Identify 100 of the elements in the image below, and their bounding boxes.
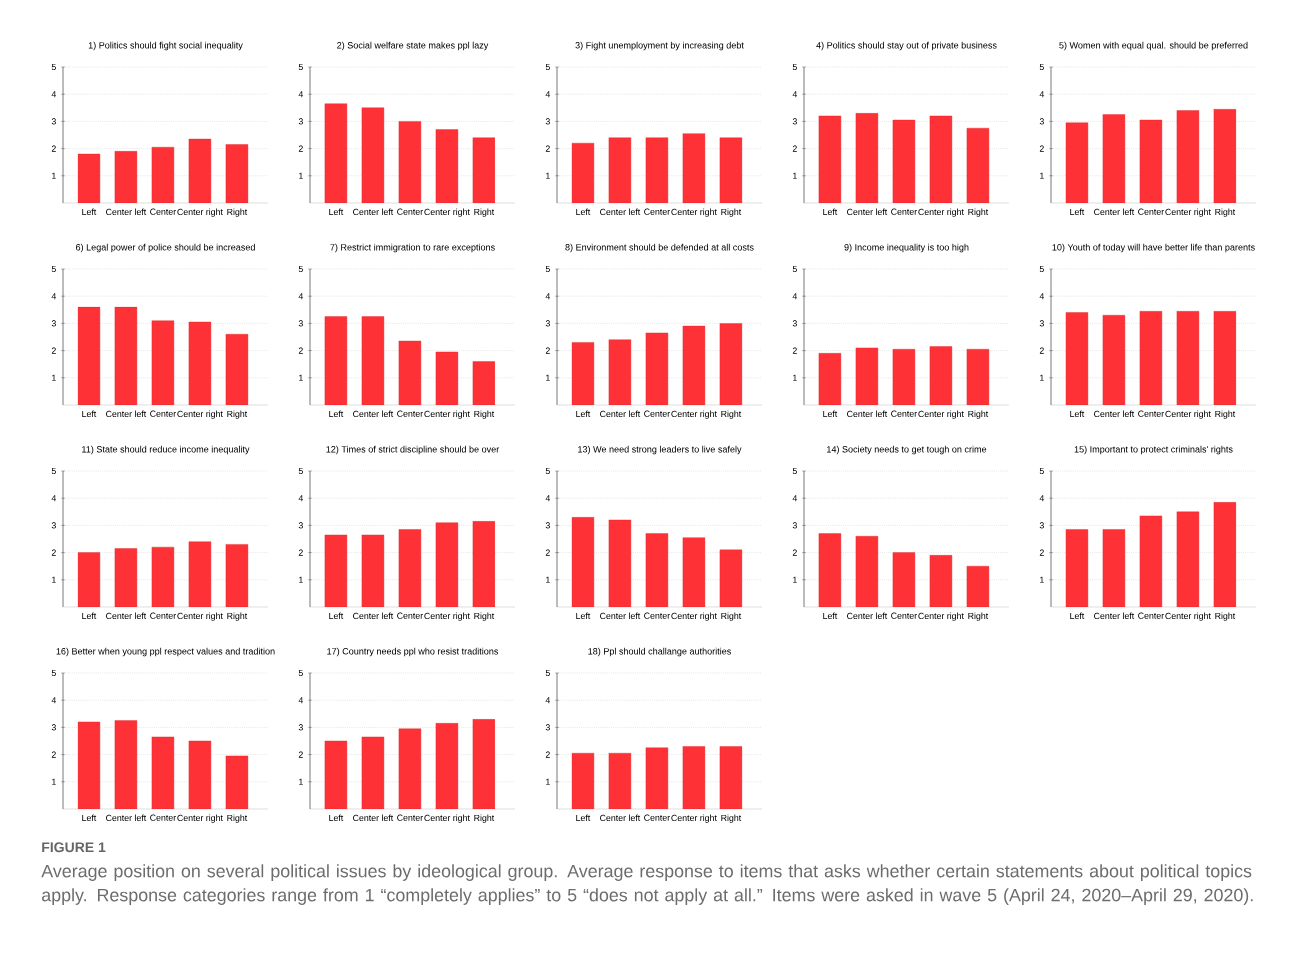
x-tick-label: Center left <box>600 814 641 822</box>
y-tick-label: 5 <box>298 669 303 677</box>
y-tick-label: 5 <box>51 265 56 273</box>
y-tick-label: 4 <box>792 495 798 502</box>
x-tick-label: Center left <box>106 814 147 822</box>
chart-title: 15) Important to protect criminals' rights <box>1074 445 1233 455</box>
chart-title: 13) We need strong leaders to live safely <box>578 445 742 455</box>
x-tick-label: Center right <box>424 410 470 419</box>
x-tick-label: Center right <box>424 612 470 621</box>
x-tick-label: Center left <box>353 814 394 822</box>
bar <box>225 544 249 607</box>
bar <box>77 153 101 203</box>
x-tick-label: Right <box>721 410 742 419</box>
bar <box>472 521 496 607</box>
x-tick-label: Right <box>1215 410 1236 419</box>
x-tick-label: Center <box>397 612 423 619</box>
x-tick-label: Center left <box>1094 410 1135 418</box>
y-tick-label: 3 <box>298 724 303 731</box>
y-tick-label: 3 <box>51 724 56 731</box>
bar <box>571 142 595 203</box>
x-tick-label: Right <box>968 208 989 217</box>
y-tick-label: 1 <box>299 576 303 583</box>
y-tick-label: 3 <box>51 522 56 529</box>
y-tick-label: 4 <box>1039 91 1045 98</box>
y-tick-label: 1 <box>793 576 797 583</box>
y-tick-label: 1 <box>52 576 56 583</box>
x-tick-label: Left <box>1070 410 1085 418</box>
y-tick-label: 2 <box>298 347 303 354</box>
x-tick-label: Center left <box>600 612 641 620</box>
bar <box>324 534 348 607</box>
y-tick-label: 1 <box>299 374 303 381</box>
x-tick-label: Left <box>823 208 838 216</box>
x-tick-label: Center <box>397 814 423 821</box>
x-tick-label: Center <box>150 814 176 821</box>
bar <box>1102 114 1126 203</box>
y-tick-label: 2 <box>51 549 56 556</box>
y-tick-label: 1 <box>1040 374 1044 381</box>
chart-title: 1) Politics should fight social inequality <box>88 41 243 51</box>
y-tick-label: 2 <box>1039 549 1044 556</box>
y-tick-label: 3 <box>545 724 550 731</box>
x-tick-label: Center left <box>106 612 147 620</box>
x-tick-label: Center right <box>918 208 964 217</box>
x-tick-label: Center <box>150 410 176 417</box>
y-tick-label: 4 <box>51 697 57 704</box>
y-tick-label: 1 <box>52 172 56 179</box>
bar <box>435 351 459 405</box>
bar <box>571 517 595 607</box>
bar <box>645 332 669 405</box>
bar <box>719 137 743 203</box>
y-tick-label: 4 <box>792 293 798 300</box>
y-tick-label: 5 <box>545 669 550 677</box>
y-tick-label: 2 <box>298 549 303 556</box>
x-tick-label: Center right <box>671 410 717 419</box>
y-tick-label: 4 <box>545 293 551 300</box>
bar <box>1065 529 1089 607</box>
x-tick-label: Center right <box>177 612 223 621</box>
y-tick-label: 1 <box>546 778 550 785</box>
y-tick-label: 3 <box>545 320 550 327</box>
y-tick-label: 3 <box>545 118 550 125</box>
bar <box>608 137 632 203</box>
x-tick-label: Left <box>823 410 838 418</box>
x-tick-label: Center right <box>671 612 717 621</box>
x-tick-label: Left <box>1070 612 1085 620</box>
x-tick-label: Center left <box>1094 208 1135 216</box>
y-tick-label: 3 <box>51 118 56 125</box>
bar <box>1139 119 1163 203</box>
y-tick-label: 2 <box>51 145 56 152</box>
y-tick-label: 5 <box>1039 265 1044 273</box>
bar <box>398 340 422 405</box>
bar <box>472 719 496 809</box>
bar <box>188 740 212 809</box>
bar <box>225 144 249 203</box>
x-tick-label: Center left <box>600 410 641 418</box>
x-tick-label: Center right <box>1165 410 1211 419</box>
x-tick-label: Center right <box>177 410 223 419</box>
y-tick-label: 3 <box>1039 118 1044 125</box>
y-tick-label: 2 <box>1039 347 1044 354</box>
bar <box>719 549 743 607</box>
x-tick-label: Center right <box>671 814 717 823</box>
y-tick-label: 1 <box>546 374 550 381</box>
y-tick-label: 1 <box>546 172 550 179</box>
y-tick-label: 1 <box>793 374 797 381</box>
x-tick-label: Center left <box>353 612 394 620</box>
x-tick-label: Right <box>227 410 248 419</box>
chart-title: 9) Income inequality is too high <box>844 243 969 253</box>
x-tick-label: Left <box>576 814 591 822</box>
bar <box>361 107 385 203</box>
x-tick-label: Right <box>721 208 742 217</box>
text: FIGURE 1 <box>42 842 106 853</box>
y-tick-label: 4 <box>545 697 551 704</box>
bar <box>188 321 212 405</box>
x-tick-label: Right <box>968 612 989 621</box>
y-tick-label: 5 <box>298 63 303 71</box>
x-tick-label: Center right <box>671 208 717 217</box>
y-tick-label: 4 <box>298 293 304 300</box>
bar <box>472 137 496 203</box>
bar <box>1102 529 1126 607</box>
y-tick-label: 3 <box>298 118 303 125</box>
x-tick-label: Center right <box>424 814 470 823</box>
y-tick-label: 3 <box>1039 522 1044 529</box>
